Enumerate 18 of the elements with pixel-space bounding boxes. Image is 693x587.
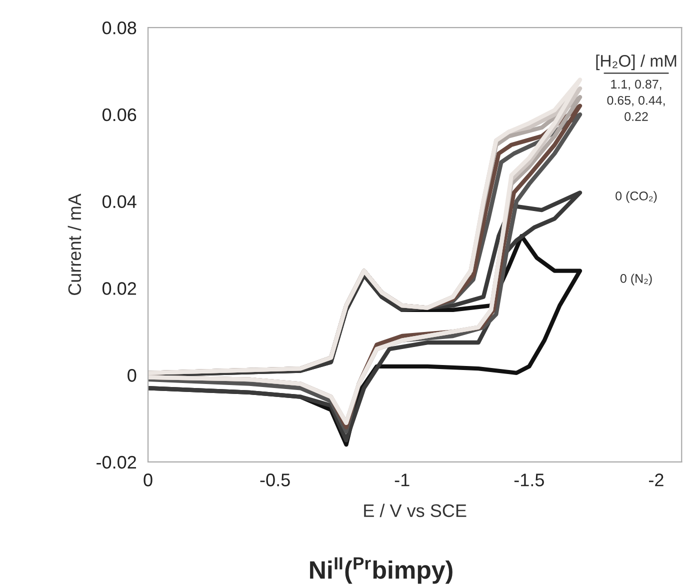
y-tick-label: -0.02 [96, 456, 136, 469]
text: Ni$^{II}$($^{Pr}$bimpy) [310, 557, 452, 584]
x-tick-label: 0 [144, 474, 152, 486]
x-axis-title: E / V vs SCE [364, 504, 466, 518]
x-tick-label: -0.5 [260, 474, 290, 486]
annotation: 0 (N₂) [620, 274, 652, 286]
y-tick-label: 0.06 [102, 108, 136, 122]
x-tick-label: -1 [394, 474, 410, 486]
y-tick-label: 0 [128, 369, 136, 382]
y-tick-label: 0.04 [102, 195, 136, 208]
annotation: 0 (CO₂) [616, 191, 657, 203]
legend-title: [H₂O] / mM [596, 54, 676, 70]
y-tick-label: 0.08 [102, 22, 136, 34]
x-tick-label: -2 [649, 474, 664, 486]
x-tick-label: -1.5 [514, 474, 544, 486]
y-axis-title: Current / mA [68, 194, 82, 296]
y-tick-label: 0.02 [102, 282, 136, 295]
annotation: 1.1, 0.87, 0.65, 0.44, 0.22 [607, 80, 665, 121]
